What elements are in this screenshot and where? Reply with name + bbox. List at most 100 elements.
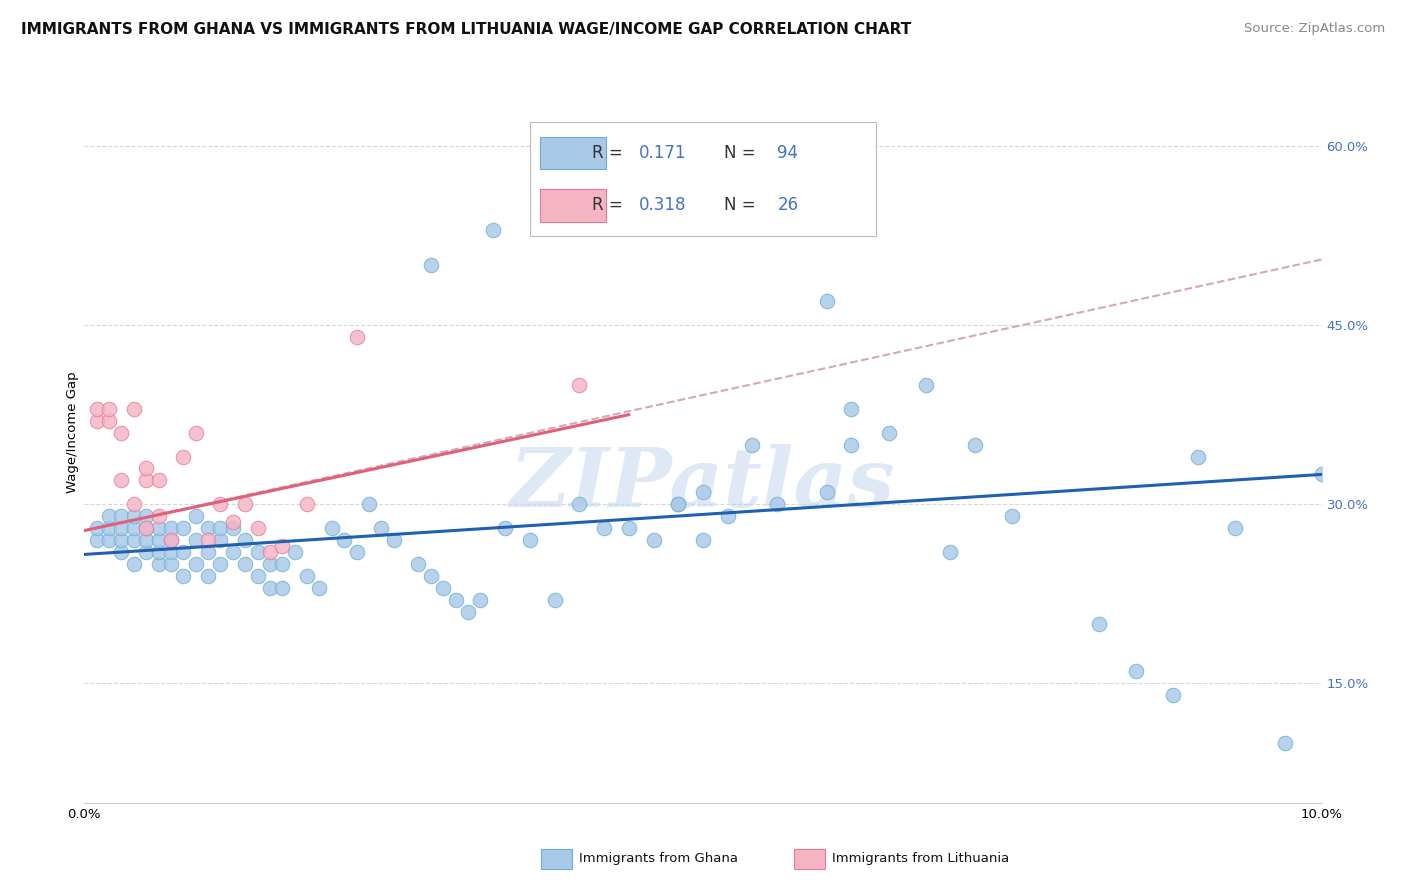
Point	[160, 521, 183, 535]
Point	[148, 474, 170, 488]
Point	[666, 497, 689, 511]
Point	[148, 533, 170, 547]
Point	[122, 401, 145, 416]
Point	[494, 521, 516, 535]
Point	[86, 401, 108, 416]
Point	[98, 521, 121, 535]
Point	[98, 401, 121, 416]
Point	[172, 521, 194, 535]
Point	[939, 545, 962, 559]
Point	[172, 545, 194, 559]
Point	[148, 521, 170, 535]
Point	[259, 557, 281, 571]
Point	[692, 533, 714, 547]
Point	[593, 521, 616, 535]
Point	[135, 545, 157, 559]
Point	[382, 533, 405, 547]
Point	[86, 533, 108, 547]
Point	[481, 222, 503, 236]
Point	[357, 497, 380, 511]
Point	[271, 581, 294, 595]
Point	[617, 521, 640, 535]
Point	[741, 437, 763, 451]
Point	[197, 521, 219, 535]
Point	[1274, 736, 1296, 750]
Point	[1125, 665, 1147, 679]
Point	[1310, 467, 1333, 482]
Point	[98, 509, 121, 524]
Point	[1161, 689, 1184, 703]
Point	[271, 557, 294, 571]
Point	[1223, 521, 1246, 535]
Point	[271, 539, 294, 553]
Point	[815, 294, 838, 309]
Point	[110, 521, 132, 535]
Point	[122, 497, 145, 511]
Text: R =: R =	[592, 144, 628, 161]
Point	[209, 533, 232, 547]
Text: Immigrants from Ghana: Immigrants from Ghana	[579, 852, 738, 864]
Point	[543, 592, 565, 607]
Point	[184, 509, 207, 524]
Point	[1187, 450, 1209, 464]
Text: 26: 26	[778, 196, 799, 214]
Point	[666, 497, 689, 511]
Point	[209, 497, 232, 511]
Point	[98, 414, 121, 428]
Point	[86, 521, 108, 535]
Point	[568, 377, 591, 392]
Point	[110, 545, 132, 559]
Point	[110, 474, 132, 488]
Point	[222, 515, 245, 529]
Point	[135, 461, 157, 475]
Point	[1088, 616, 1111, 631]
Text: N =: N =	[724, 196, 761, 214]
Point	[172, 450, 194, 464]
Point	[841, 401, 863, 416]
Point	[160, 545, 183, 559]
Point	[914, 377, 936, 392]
Point	[135, 474, 157, 488]
Point	[295, 497, 318, 511]
Point	[160, 557, 183, 571]
Point	[419, 569, 441, 583]
Point	[160, 533, 183, 547]
Point	[209, 521, 232, 535]
Point	[1001, 509, 1024, 524]
Point	[122, 521, 145, 535]
Point	[965, 437, 987, 451]
Point	[160, 533, 183, 547]
Text: R =: R =	[592, 196, 628, 214]
Text: 0.318: 0.318	[638, 196, 686, 214]
Point	[233, 497, 256, 511]
Point	[321, 521, 343, 535]
Point	[346, 330, 368, 344]
Point	[233, 557, 256, 571]
Point	[419, 259, 441, 273]
Point	[408, 557, 430, 571]
Point	[209, 557, 232, 571]
Point	[692, 485, 714, 500]
Point	[222, 521, 245, 535]
Point	[110, 509, 132, 524]
Point	[110, 533, 132, 547]
Point	[122, 533, 145, 547]
Point	[98, 533, 121, 547]
Point	[259, 581, 281, 595]
Text: N =: N =	[724, 144, 761, 161]
Text: Immigrants from Lithuania: Immigrants from Lithuania	[832, 852, 1010, 864]
Point	[233, 533, 256, 547]
Point	[122, 557, 145, 571]
Point	[432, 581, 454, 595]
Point	[148, 509, 170, 524]
Point	[766, 497, 789, 511]
Point	[172, 569, 194, 583]
Point	[148, 545, 170, 559]
Point	[333, 533, 356, 547]
Point	[135, 521, 157, 535]
Point	[643, 533, 665, 547]
Point	[470, 592, 492, 607]
Point	[135, 509, 157, 524]
Point	[259, 545, 281, 559]
Point	[568, 497, 591, 511]
